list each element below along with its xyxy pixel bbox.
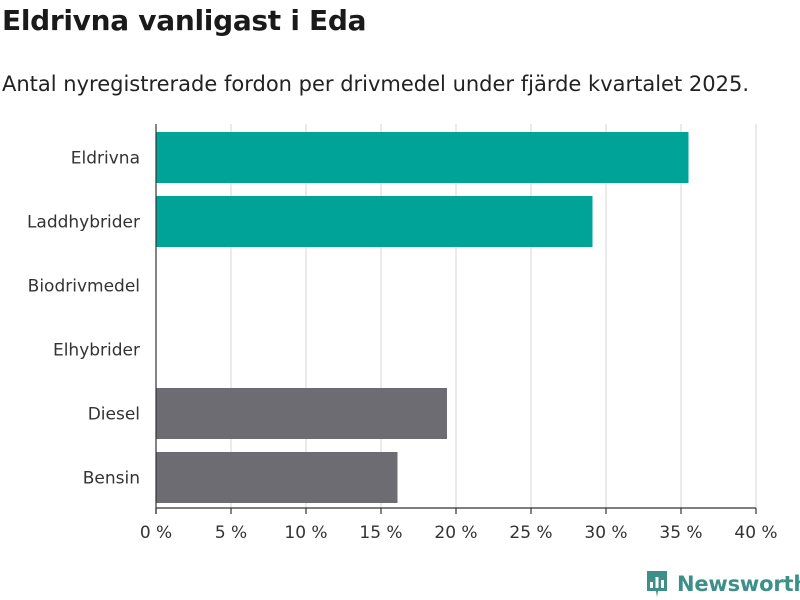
chart-title: Eldrivna vanligast i Eda <box>2 4 367 37</box>
logo-text: Newsworthy <box>677 572 800 596</box>
category-label: Bensin <box>83 469 140 489</box>
category-label: Biodrivmedel <box>28 277 140 297</box>
newsworthy-logo-icon <box>647 571 667 597</box>
category-label: Eldrivna <box>71 149 140 169</box>
category-label: Laddhybrider <box>27 213 140 233</box>
category-labels: Eldrivna Laddhybrider Biodrivmedel Elhybrid… <box>27 149 140 489</box>
x-tick-label: 35 % <box>659 523 702 543</box>
bar-eldrivna <box>156 132 689 183</box>
category-label: Diesel <box>88 405 140 425</box>
x-tick-label: 30 % <box>584 523 627 543</box>
x-tick-label: 20 % <box>434 523 477 543</box>
bars <box>156 132 689 503</box>
x-tick-label: 10 % <box>284 523 327 543</box>
x-tick-label: 5 % <box>215 523 247 543</box>
bar-bensin <box>156 452 398 503</box>
x-tick-label: 15 % <box>359 523 402 543</box>
category-label: Elhybrider <box>53 341 140 361</box>
x-tick-label: 40 % <box>734 523 777 543</box>
bar-laddhybrider <box>156 196 593 247</box>
grid-lines <box>230 124 757 508</box>
x-axis: 0 % 5 % 10 % 15 % 20 % 25 % 30 % 35 % 40 % <box>140 124 778 543</box>
x-tick-label: 0 % <box>140 523 172 543</box>
bar-diesel <box>156 388 447 439</box>
x-tick-label: 25 % <box>509 523 552 543</box>
chart-subtitle: Antal nyregistrerade fordon per drivmede… <box>2 72 750 96</box>
newsworthy-logo: Newsworthy <box>645 569 800 599</box>
